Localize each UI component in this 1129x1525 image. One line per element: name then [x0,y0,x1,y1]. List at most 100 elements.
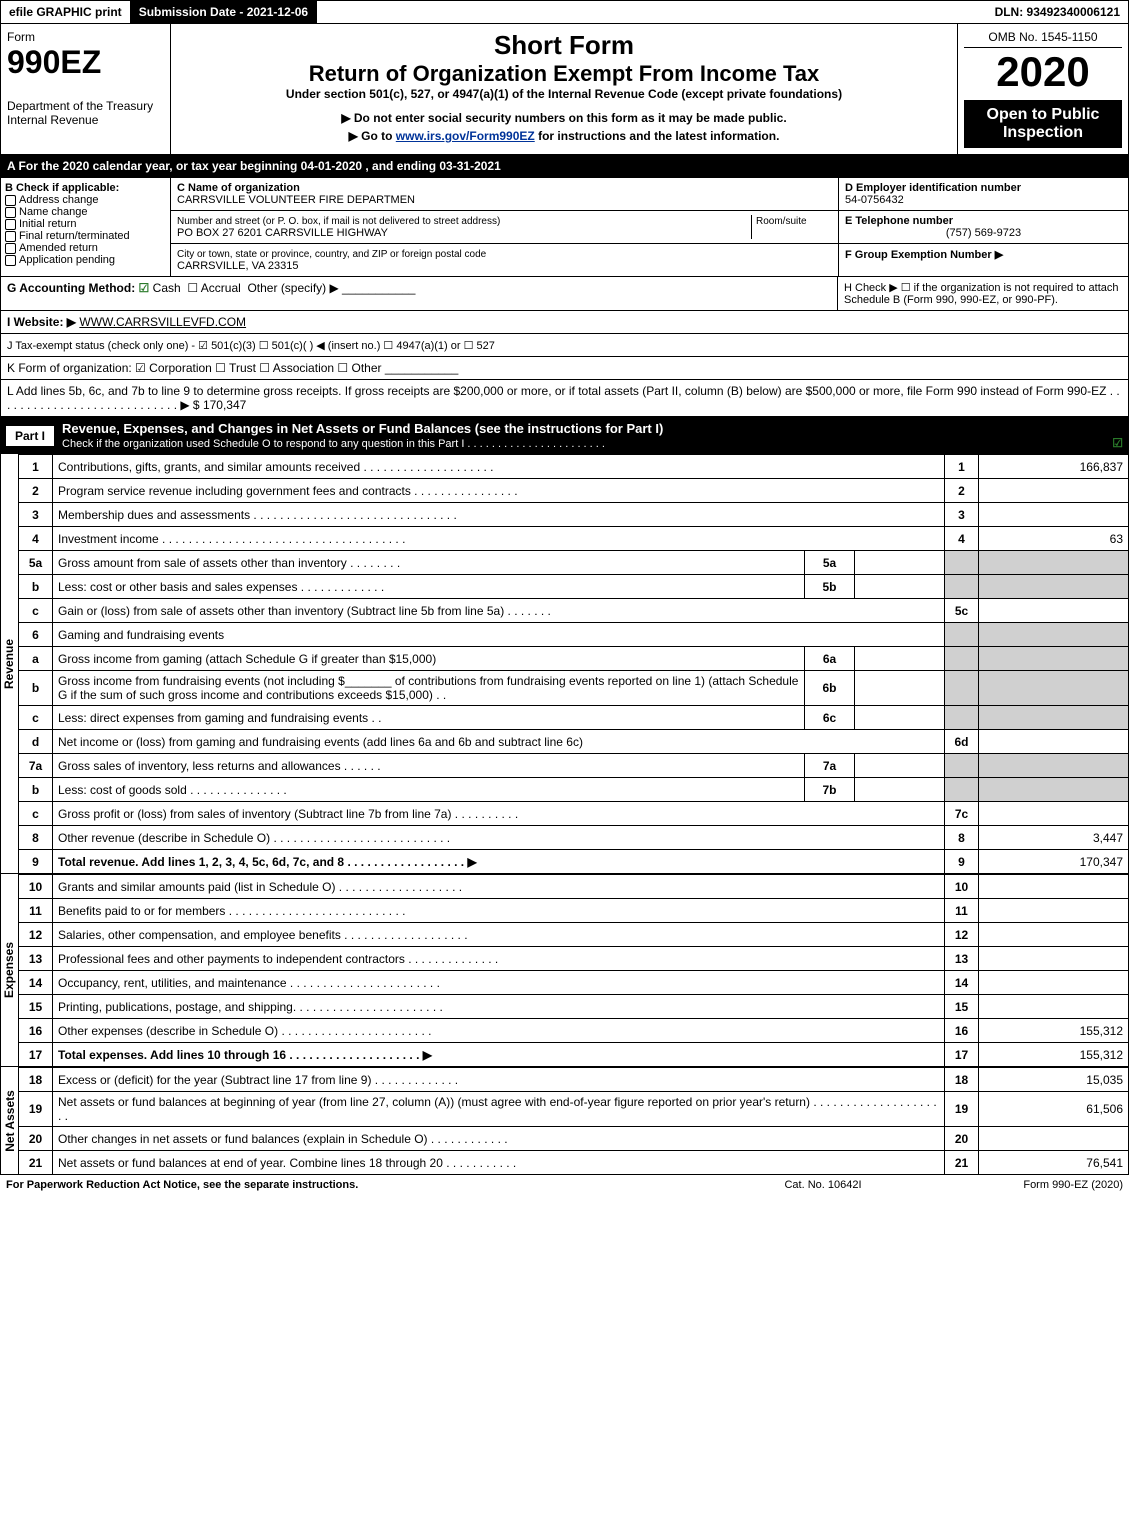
table-row: 20Other changes in net assets or fund ba… [19,1127,1129,1151]
tax-year: 2020 [964,48,1122,96]
table-row: 7aGross sales of inventory, less returns… [19,754,1129,778]
cash-label: Cash [153,281,181,295]
room-label: Room/suite [756,216,807,227]
checkbox-address-change[interactable] [5,195,16,206]
page-footer: For Paperwork Reduction Act Notice, see … [0,1175,1129,1195]
ein-value: 54-0756432 [845,194,904,206]
goto-prefix: ▶ Go to [349,129,396,143]
table-row: 9Total revenue. Add lines 1, 2, 3, 4, 5c… [19,850,1129,874]
form-version: Form 990-EZ (2020) [923,1179,1123,1191]
table-row: 4Investment income . . . . . . . . . . .… [19,527,1129,551]
table-row: 15Printing, publications, postage, and s… [19,995,1129,1019]
accrual-label: Accrual [201,281,241,295]
table-row: 14Occupancy, rent, utilities, and mainte… [19,971,1129,995]
expenses-label: Expenses [3,942,17,998]
checkbox-pending[interactable] [5,255,16,266]
under-section: Under section 501(c), 527, or 4947(a)(1)… [177,87,951,101]
irs-label: Internal Revenue [7,113,164,127]
irs-link[interactable]: www.irs.gov/Form990EZ [396,129,535,143]
table-row: dNet income or (loss) from gaming and fu… [19,730,1129,754]
table-row: 18Excess or (deficit) for the year (Subt… [19,1068,1129,1092]
form-label: Form [7,30,164,44]
cb-label-initial: Initial return [19,218,76,230]
schedule-o-check-icon: ☑ [1112,436,1123,450]
form-of-org-row: K Form of organization: ☑ Corporation ☐ … [0,357,1129,380]
table-row: 6Gaming and fundraising events [19,623,1129,647]
table-row: 19Net assets or fund balances at beginni… [19,1092,1129,1127]
table-row: 2Program service revenue including gover… [19,479,1129,503]
netassets-sidebar: Net Assets [0,1067,18,1175]
table-row: 21Net assets or fund balances at end of … [19,1151,1129,1175]
goto-suffix: for instructions and the latest informat… [535,129,780,143]
checkbox-final-return[interactable] [5,231,16,242]
part-1-subtitle: Check if the organization used Schedule … [62,438,605,450]
return-title: Return of Organization Exempt From Incom… [177,61,951,87]
cb-label-name: Name change [19,206,88,218]
l17-text: Total expenses. Add lines 10 through 16 … [58,1048,432,1062]
efile-print-button[interactable]: efile GRAPHIC print [1,1,131,23]
checkbox-name-change[interactable] [5,207,16,218]
open-to-public: Open to Public Inspection [964,100,1122,148]
table-row: bLess: cost of goods sold . . . . . . . … [19,778,1129,802]
expenses-table: 10Grants and similar amounts paid (list … [18,874,1129,1067]
part-1-title-text: Revenue, Expenses, and Changes in Net As… [62,421,663,436]
table-row: 13Professional fees and other payments t… [19,947,1129,971]
section-f-label: F Group Exemption Number ▶ [845,249,1003,261]
website-value: WWW.CARRSVILLEVFD.COM [79,315,246,329]
city-value: CARRSVILLE, VA 23315 [177,260,298,272]
phone-value: (757) 569-9723 [845,227,1122,239]
table-row: cGross profit or (loss) from sales of in… [19,802,1129,826]
other-label: Other (specify) ▶ [247,281,338,295]
check-cash-icon: ☑ [139,281,150,295]
city-label: City or town, state or province, country… [177,249,486,260]
cb-label-final: Final return/terminated [19,230,130,242]
omb-number: OMB No. 1545-1150 [964,30,1122,48]
table-row: cGain or (loss) from sale of assets othe… [19,599,1129,623]
dln: DLN: 93492340006121 [987,1,1128,23]
tax-exempt-row: J Tax-exempt status (check only one) - ☑… [0,334,1129,357]
ssn-notice: ▶ Do not enter social security numbers o… [177,111,951,125]
part-1-title: Revenue, Expenses, and Changes in Net As… [62,421,1123,450]
table-row: bGross income from fundraising events (n… [19,671,1129,706]
accounting-row: G Accounting Method: ☑ Cash ☐ Accrual Ot… [0,277,1129,311]
cb-label-address: Address change [19,194,99,206]
street-value: PO BOX 27 6201 CARRSVILLE HIGHWAY [177,227,388,239]
section-l: L Add lines 5b, 6c, and 7b to line 9 to … [0,380,1129,417]
table-row: 5aGross amount from sale of assets other… [19,551,1129,575]
tax-period: A For the 2020 calendar year, or tax yea… [0,155,1129,178]
short-form-title: Short Form [177,30,951,61]
checkbox-amended[interactable] [5,243,16,254]
section-e-label: E Telephone number [845,215,953,227]
goto-notice: ▶ Go to www.irs.gov/Form990EZ for instru… [177,129,951,143]
table-row: 12Salaries, other compensation, and empl… [19,923,1129,947]
netassets-table: 18Excess or (deficit) for the year (Subt… [18,1067,1129,1175]
table-row: 8Other revenue (describe in Schedule O) … [19,826,1129,850]
top-bar: efile GRAPHIC print Submission Date - 20… [0,0,1129,24]
table-row: 11Benefits paid to or for members . . . … [19,899,1129,923]
section-c-label: C Name of organization [177,182,300,194]
org-name: CARRSVILLE VOLUNTEER FIRE DEPARTMEN [177,194,415,206]
netassets-label: Net Assets [3,1090,17,1152]
revenue-table: 1Contributions, gifts, grants, and simil… [18,454,1129,874]
table-row: bLess: cost or other basis and sales exp… [19,575,1129,599]
table-row: 1Contributions, gifts, grants, and simil… [19,455,1129,479]
table-row: aGross income from gaming (attach Schedu… [19,647,1129,671]
table-row: 17Total expenses. Add lines 10 through 1… [19,1043,1129,1067]
form-number: 990EZ [7,44,164,81]
expenses-sidebar: Expenses [0,874,18,1067]
section-j-label: J Tax-exempt status (check only one) - ☑… [7,340,495,352]
l6b-t1: Gross income from fundraising events (no… [58,674,345,688]
street-label: Number and street (or P. O. box, if mail… [177,216,500,227]
section-k-label: K Form of organization: ☑ Corporation ☐ … [7,361,382,375]
dept-treasury: Department of the Treasury [7,99,164,113]
section-d-label: D Employer identification number [845,182,1021,194]
website-label: I Website: ▶ [7,315,76,329]
section-b-title: B Check if applicable: [5,182,119,194]
cb-label-amended: Amended return [19,242,98,254]
submission-date: Submission Date - 2021-12-06 [131,1,317,23]
website-row: I Website: ▶ WWW.CARRSVILLEVFD.COM [0,311,1129,334]
checkbox-initial-return[interactable] [5,219,16,230]
form-header: Form 990EZ Department of the Treasury In… [0,24,1129,155]
section-g-label: G Accounting Method: [7,281,135,295]
part-1-label: Part I [6,426,54,446]
